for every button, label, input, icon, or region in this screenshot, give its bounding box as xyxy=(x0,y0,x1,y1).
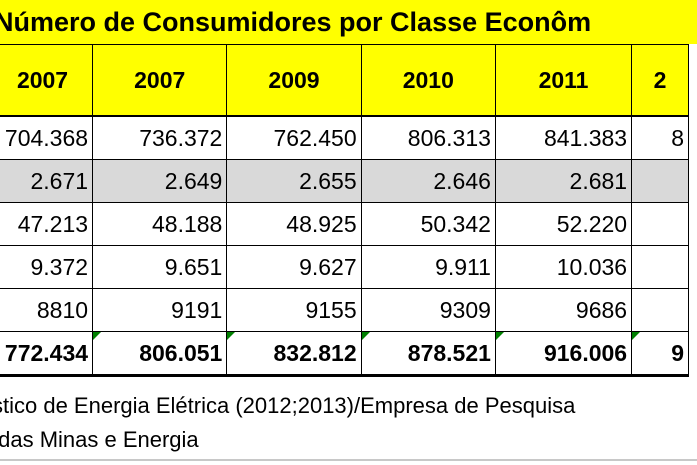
table-cell: 806.313 xyxy=(360,115,496,160)
table-cell: 48.925 xyxy=(226,202,362,246)
table-cell: 48.188 xyxy=(92,202,228,246)
table-cell: 47.213 xyxy=(0,202,94,246)
table-cell: 50.342 xyxy=(360,202,496,246)
table-cell: 9155 xyxy=(226,288,362,332)
total-cell: 806.051 xyxy=(92,331,228,377)
total-cell: 9 xyxy=(631,331,689,377)
formula-marker-icon xyxy=(362,332,370,340)
table-cell: 9191 xyxy=(92,288,228,332)
header-cell: 2007 xyxy=(92,44,228,117)
table-cell: 704.368 xyxy=(0,115,94,160)
table-cell xyxy=(631,159,689,203)
table-cell xyxy=(631,288,689,332)
source-line: das Minas e Energia xyxy=(0,427,199,452)
table-cell: 2.655 xyxy=(226,159,362,203)
table-cell: 9.651 xyxy=(92,245,228,289)
total-value: 806.051 xyxy=(139,339,223,366)
total-cell: 916.006 xyxy=(494,331,633,377)
table-title: Número de Consumidores por Classe Econôm xyxy=(0,0,697,44)
header-cell: 2011 xyxy=(494,44,633,117)
table-row: 8810 9191 9155 9309 9686 xyxy=(0,288,689,332)
formula-marker-icon xyxy=(632,332,641,340)
table-cell: 2.681 xyxy=(494,159,633,203)
table-cell: 8810 xyxy=(0,288,94,332)
header-cell: 2010 xyxy=(360,44,496,117)
table-cell: 9309 xyxy=(360,288,496,332)
total-row: 772.434 806.051 832.812 878.521 916.006 … xyxy=(0,331,689,377)
table-row: 704.368 736.372 762.450 806.313 841.383 … xyxy=(0,115,689,160)
total-value: 9 xyxy=(671,339,684,366)
total-value: 878.521 xyxy=(407,339,491,366)
total-value: 832.812 xyxy=(273,339,357,366)
table-cell xyxy=(631,202,689,246)
table-cell: 8 xyxy=(631,115,689,160)
table-cell: 762.450 xyxy=(226,115,362,160)
total-cell: 772.434 xyxy=(0,331,94,377)
formula-marker-icon xyxy=(93,332,102,340)
table-cell: 2.649 xyxy=(92,159,228,203)
table-cell: 841.383 xyxy=(494,115,633,160)
source-note: stico de Energia Elétrica (2012;2013)/Em… xyxy=(0,389,575,457)
table-cell: 10.036 xyxy=(494,245,633,289)
consumers-table: 2007 2007 2009 2010 2011 2 704.368 736.3… xyxy=(0,44,689,377)
table-row: 2.671 2.649 2.655 2.646 2.681 xyxy=(0,159,689,203)
total-value: 916.006 xyxy=(543,339,628,366)
table-cell: 736.372 xyxy=(92,115,228,160)
table-cell: 9686 xyxy=(494,288,633,332)
header-row: 2007 2007 2009 2010 2011 2 xyxy=(0,44,689,117)
divider xyxy=(0,459,697,461)
source-line: stico de Energia Elétrica (2012;2013)/Em… xyxy=(0,393,576,418)
total-cell: 832.812 xyxy=(226,331,362,377)
table-cell: 52.220 xyxy=(494,202,633,246)
table-row: 47.213 48.188 48.925 50.342 52.220 xyxy=(0,202,689,246)
total-value: 772.434 xyxy=(4,339,89,366)
formula-marker-icon xyxy=(496,332,504,340)
table-row: 9.372 9.651 9.627 9.911 10.036 xyxy=(0,245,689,289)
header-cell: 2009 xyxy=(226,44,362,117)
table-cell: 9.911 xyxy=(360,245,496,289)
table-cell: 2.646 xyxy=(360,159,496,203)
total-cell: 878.521 xyxy=(360,331,496,377)
table-cell: 2.671 xyxy=(0,159,94,203)
table-cell: 9.372 xyxy=(0,245,94,289)
header-cell: 2007 xyxy=(0,44,94,117)
header-cell: 2 xyxy=(631,44,689,117)
formula-marker-icon xyxy=(227,332,236,340)
table-cell xyxy=(631,245,689,289)
table-cell: 9.627 xyxy=(226,245,362,289)
